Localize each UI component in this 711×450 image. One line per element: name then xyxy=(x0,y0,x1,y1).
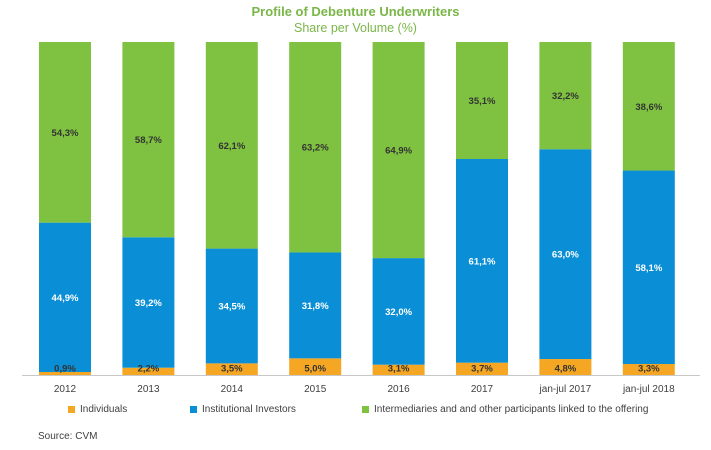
data-label-institutional-3: 31,8% xyxy=(302,301,329,312)
data-label-individuals-5: 3,7% xyxy=(471,364,493,375)
x-tick-label-0: 2012 xyxy=(54,384,77,395)
legend-label-individuals: Individuals xyxy=(80,404,128,415)
bar-institutional-5 xyxy=(456,159,508,363)
chart-title: Profile of Debenture Underwriters xyxy=(251,4,460,19)
source-note: Source: CVM xyxy=(38,431,98,442)
legend-swatch-institutional xyxy=(190,406,197,413)
x-tick-label-4: 2016 xyxy=(387,384,410,395)
data-label-intermediaries-3: 63,2% xyxy=(302,143,329,154)
data-label-individuals-0: 0,9% xyxy=(54,364,76,375)
bar-institutional-6 xyxy=(539,149,592,360)
bar-intermediaries-7 xyxy=(622,42,675,171)
legend-swatch-intermediaries xyxy=(362,406,369,413)
bar-intermediaries-6 xyxy=(539,42,592,150)
bar-institutional-2 xyxy=(205,248,258,364)
data-label-individuals-1: 2,2% xyxy=(138,364,160,375)
bar-institutional-1 xyxy=(122,237,175,368)
bar-intermediaries-3 xyxy=(289,42,342,253)
bar-institutional-4 xyxy=(372,258,425,365)
stacked-bar-chart: 0,9% 44,9% 54,3% 2012 2,2% 39,2% 58,7% 2013 3,5%… xyxy=(22,42,700,395)
bar-intermediaries-4 xyxy=(372,42,425,259)
bar-institutional-7 xyxy=(622,170,675,365)
bar-individuals-4 xyxy=(372,364,425,375)
data-label-individuals-2: 3,5% xyxy=(221,364,243,375)
x-tick-label-6: jan-jul 2017 xyxy=(539,384,592,395)
data-label-institutional-2: 34,5% xyxy=(218,301,245,312)
bar-individuals-0 xyxy=(39,372,91,375)
x-tick-label-1: 2013 xyxy=(137,384,160,395)
legend: Individuals Institutional Investors Inte… xyxy=(0,404,711,420)
bar-individuals-5 xyxy=(456,362,508,375)
data-label-institutional-6: 63,0% xyxy=(552,250,579,261)
data-label-intermediaries-1: 58,7% xyxy=(135,135,162,146)
data-label-institutional-0: 44,9% xyxy=(52,293,79,304)
bar-intermediaries-0 xyxy=(39,42,91,223)
data-label-individuals-6: 4,8% xyxy=(555,364,577,375)
bar-institutional-3 xyxy=(289,252,342,359)
legend-item-individuals: Individuals xyxy=(68,404,127,415)
bar-individuals-6 xyxy=(539,359,592,375)
data-label-individuals-3: 5,0% xyxy=(304,364,326,375)
bar-individuals-3 xyxy=(289,358,342,375)
data-label-intermediaries-4: 64,9% xyxy=(385,146,412,157)
legend-label-intermediaries: Intermediaries and and other participant… xyxy=(374,404,649,415)
bar-intermediaries-1 xyxy=(122,42,175,238)
legend-swatch-individuals xyxy=(68,406,75,413)
data-label-individuals-7: 3,3% xyxy=(638,364,660,375)
x-tick-label-3: 2015 xyxy=(304,384,327,395)
bar-individuals-1 xyxy=(122,367,175,375)
bar-individuals-2 xyxy=(205,363,258,375)
legend-item-institutional: Institutional Investors xyxy=(190,404,296,415)
bar-intermediaries-2 xyxy=(205,42,258,249)
legend-label-institutional: Institutional Investors xyxy=(202,404,296,415)
legend-item-intermediaries: Intermediaries and and other participant… xyxy=(362,404,648,415)
data-label-individuals-4: 3,1% xyxy=(388,364,410,375)
x-tick-label-7: jan-jul 2018 xyxy=(622,384,675,395)
data-label-institutional-4: 32,0% xyxy=(385,307,412,318)
data-label-institutional-1: 39,2% xyxy=(135,298,162,309)
data-label-institutional-7: 58,1% xyxy=(635,263,662,274)
data-label-intermediaries-6: 32,2% xyxy=(552,91,579,102)
bar-intermediaries-5 xyxy=(456,42,508,159)
bar-individuals-7 xyxy=(622,364,675,375)
x-tick-label-5: 2017 xyxy=(471,384,494,395)
data-label-intermediaries-2: 62,1% xyxy=(218,141,245,152)
data-label-intermediaries-5: 35,1% xyxy=(469,96,496,107)
chart-subtitle: Share per Volume (%) xyxy=(294,21,417,35)
bar-institutional-0 xyxy=(39,222,91,373)
data-label-institutional-5: 61,1% xyxy=(469,256,496,267)
data-label-intermediaries-0: 54,3% xyxy=(52,128,79,139)
x-tick-label-2: 2014 xyxy=(221,384,244,395)
data-label-intermediaries-7: 38,6% xyxy=(635,102,662,113)
